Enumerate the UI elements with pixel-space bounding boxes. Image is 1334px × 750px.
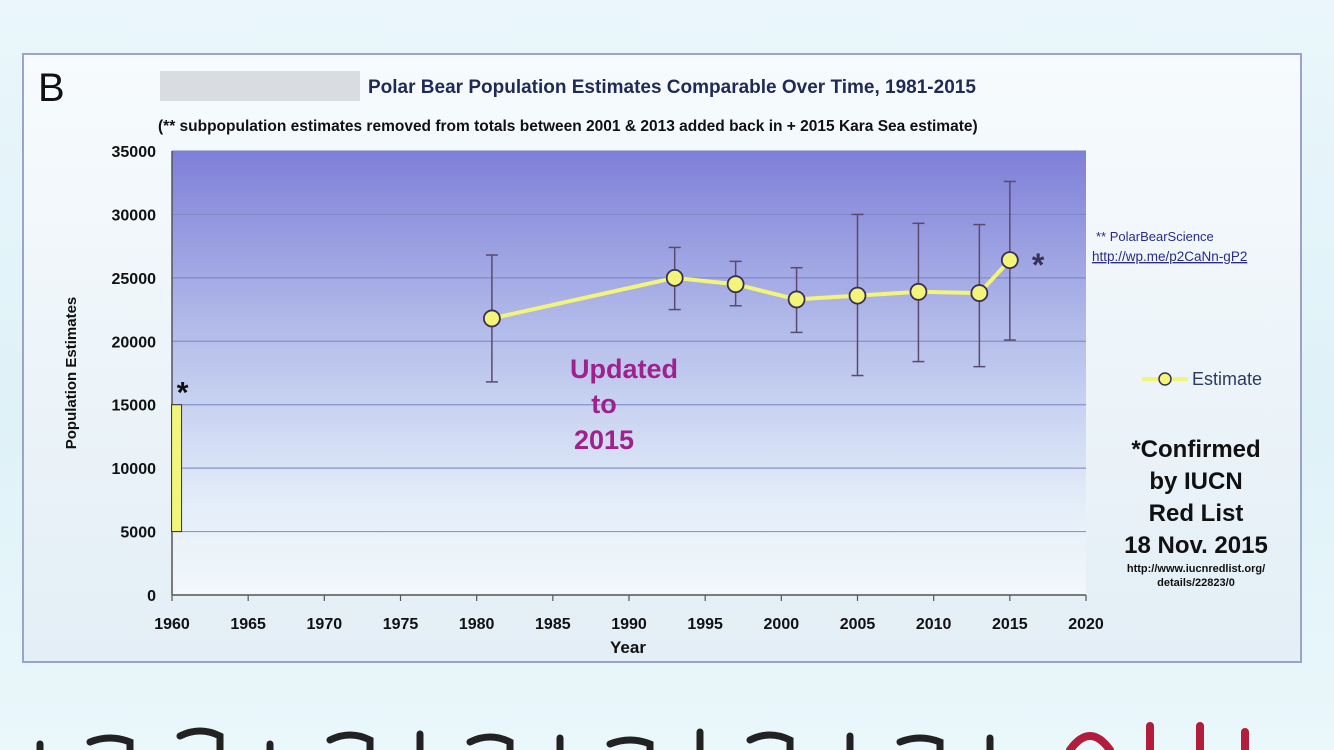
x-tick-label: 1975 xyxy=(383,616,419,633)
estimate-series-line xyxy=(491,258,1012,321)
clipped-caption-accent-glyphs xyxy=(1066,722,1249,750)
y-tick-label: 5000 xyxy=(120,525,156,542)
iucn-note-line-3: Red List xyxy=(1149,500,1244,527)
updated-note-line-2: to xyxy=(591,389,616,419)
iucn-note-line-4: 18 Nov. 2015 xyxy=(1124,532,1268,559)
estimate-point xyxy=(665,268,684,287)
x-tick-label: 2005 xyxy=(840,616,876,633)
y-tick-label: 20000 xyxy=(112,334,157,351)
chart-subtitle: (** subpopulation estimates removed from… xyxy=(158,118,978,135)
estimate-point xyxy=(1000,251,1019,269)
x-tick-label: 1985 xyxy=(535,616,571,633)
x-tick-label: 2000 xyxy=(764,616,800,633)
x-tick-label: 2020 xyxy=(1068,616,1104,633)
source-note-link[interactable]: http://wp.me/p2CaNn-gP2 xyxy=(1092,249,1247,264)
x-tick-label: 1960 xyxy=(154,616,190,633)
legend-marker xyxy=(1158,372,1172,386)
y-tick-label: 15000 xyxy=(112,398,157,415)
source-note-line-1: ** PolarBearScience xyxy=(1096,229,1214,244)
estimate-point xyxy=(726,275,745,294)
x-tick-label: 1965 xyxy=(230,616,266,633)
estimate-2015-asterisk: * xyxy=(1032,247,1045,283)
updated-note-line-1: Updated xyxy=(570,354,678,384)
iucn-url-line-1[interactable]: http://www.iucnredlist.org/ xyxy=(1127,563,1265,575)
plot-area xyxy=(172,151,1086,595)
y-tick-label: 30000 xyxy=(112,207,157,224)
clipped-caption-glyphs xyxy=(36,727,994,750)
y-axis-label: Population Estimates xyxy=(63,297,80,450)
iucn-note-line-1: *Confirmed xyxy=(1131,436,1260,463)
x-tick-label: 1990 xyxy=(611,616,647,633)
y-tick-label: 25000 xyxy=(112,271,157,288)
bar-1960-asterisk: * xyxy=(177,377,189,410)
x-tick-label: 1995 xyxy=(687,616,723,633)
estimate-point xyxy=(787,290,806,309)
y-tick-label: 0 xyxy=(147,588,156,605)
x-axis-label: Year xyxy=(610,638,646,657)
title-redaction xyxy=(160,71,360,101)
bar-1960 xyxy=(171,404,183,533)
x-tick-label: 1980 xyxy=(459,616,495,633)
updated-note-line-3: 2015 xyxy=(574,425,634,455)
chart-panel: 0 5000 10000 15000 20000 25000 30000 35000 1960 1… xyxy=(22,53,1302,663)
x-tick-label: 1970 xyxy=(307,616,343,633)
bottom-caption-strip xyxy=(0,714,1334,750)
chart-title: Polar Bear Population Estimates Comparab… xyxy=(368,77,976,98)
x-tick-label: 2015 xyxy=(992,616,1028,633)
y-tick-label: 10000 xyxy=(112,461,157,478)
legend-label: Estimate xyxy=(1192,369,1262,389)
chart-canvas: 0 5000 10000 15000 20000 25000 30000 35000 1960 1… xyxy=(38,66,1268,657)
estimate-point xyxy=(909,282,928,301)
iucn-note-line-2: by IUCN xyxy=(1149,468,1242,495)
estimate-point xyxy=(848,286,867,305)
estimate-point xyxy=(482,309,501,328)
iucn-url-line-2[interactable]: details/22823/0 xyxy=(1157,577,1235,589)
y-tick-label: 35000 xyxy=(112,144,157,161)
panel-letter: B xyxy=(38,66,65,110)
x-tick-label: 2010 xyxy=(916,616,952,633)
estimate-point xyxy=(970,284,989,302)
